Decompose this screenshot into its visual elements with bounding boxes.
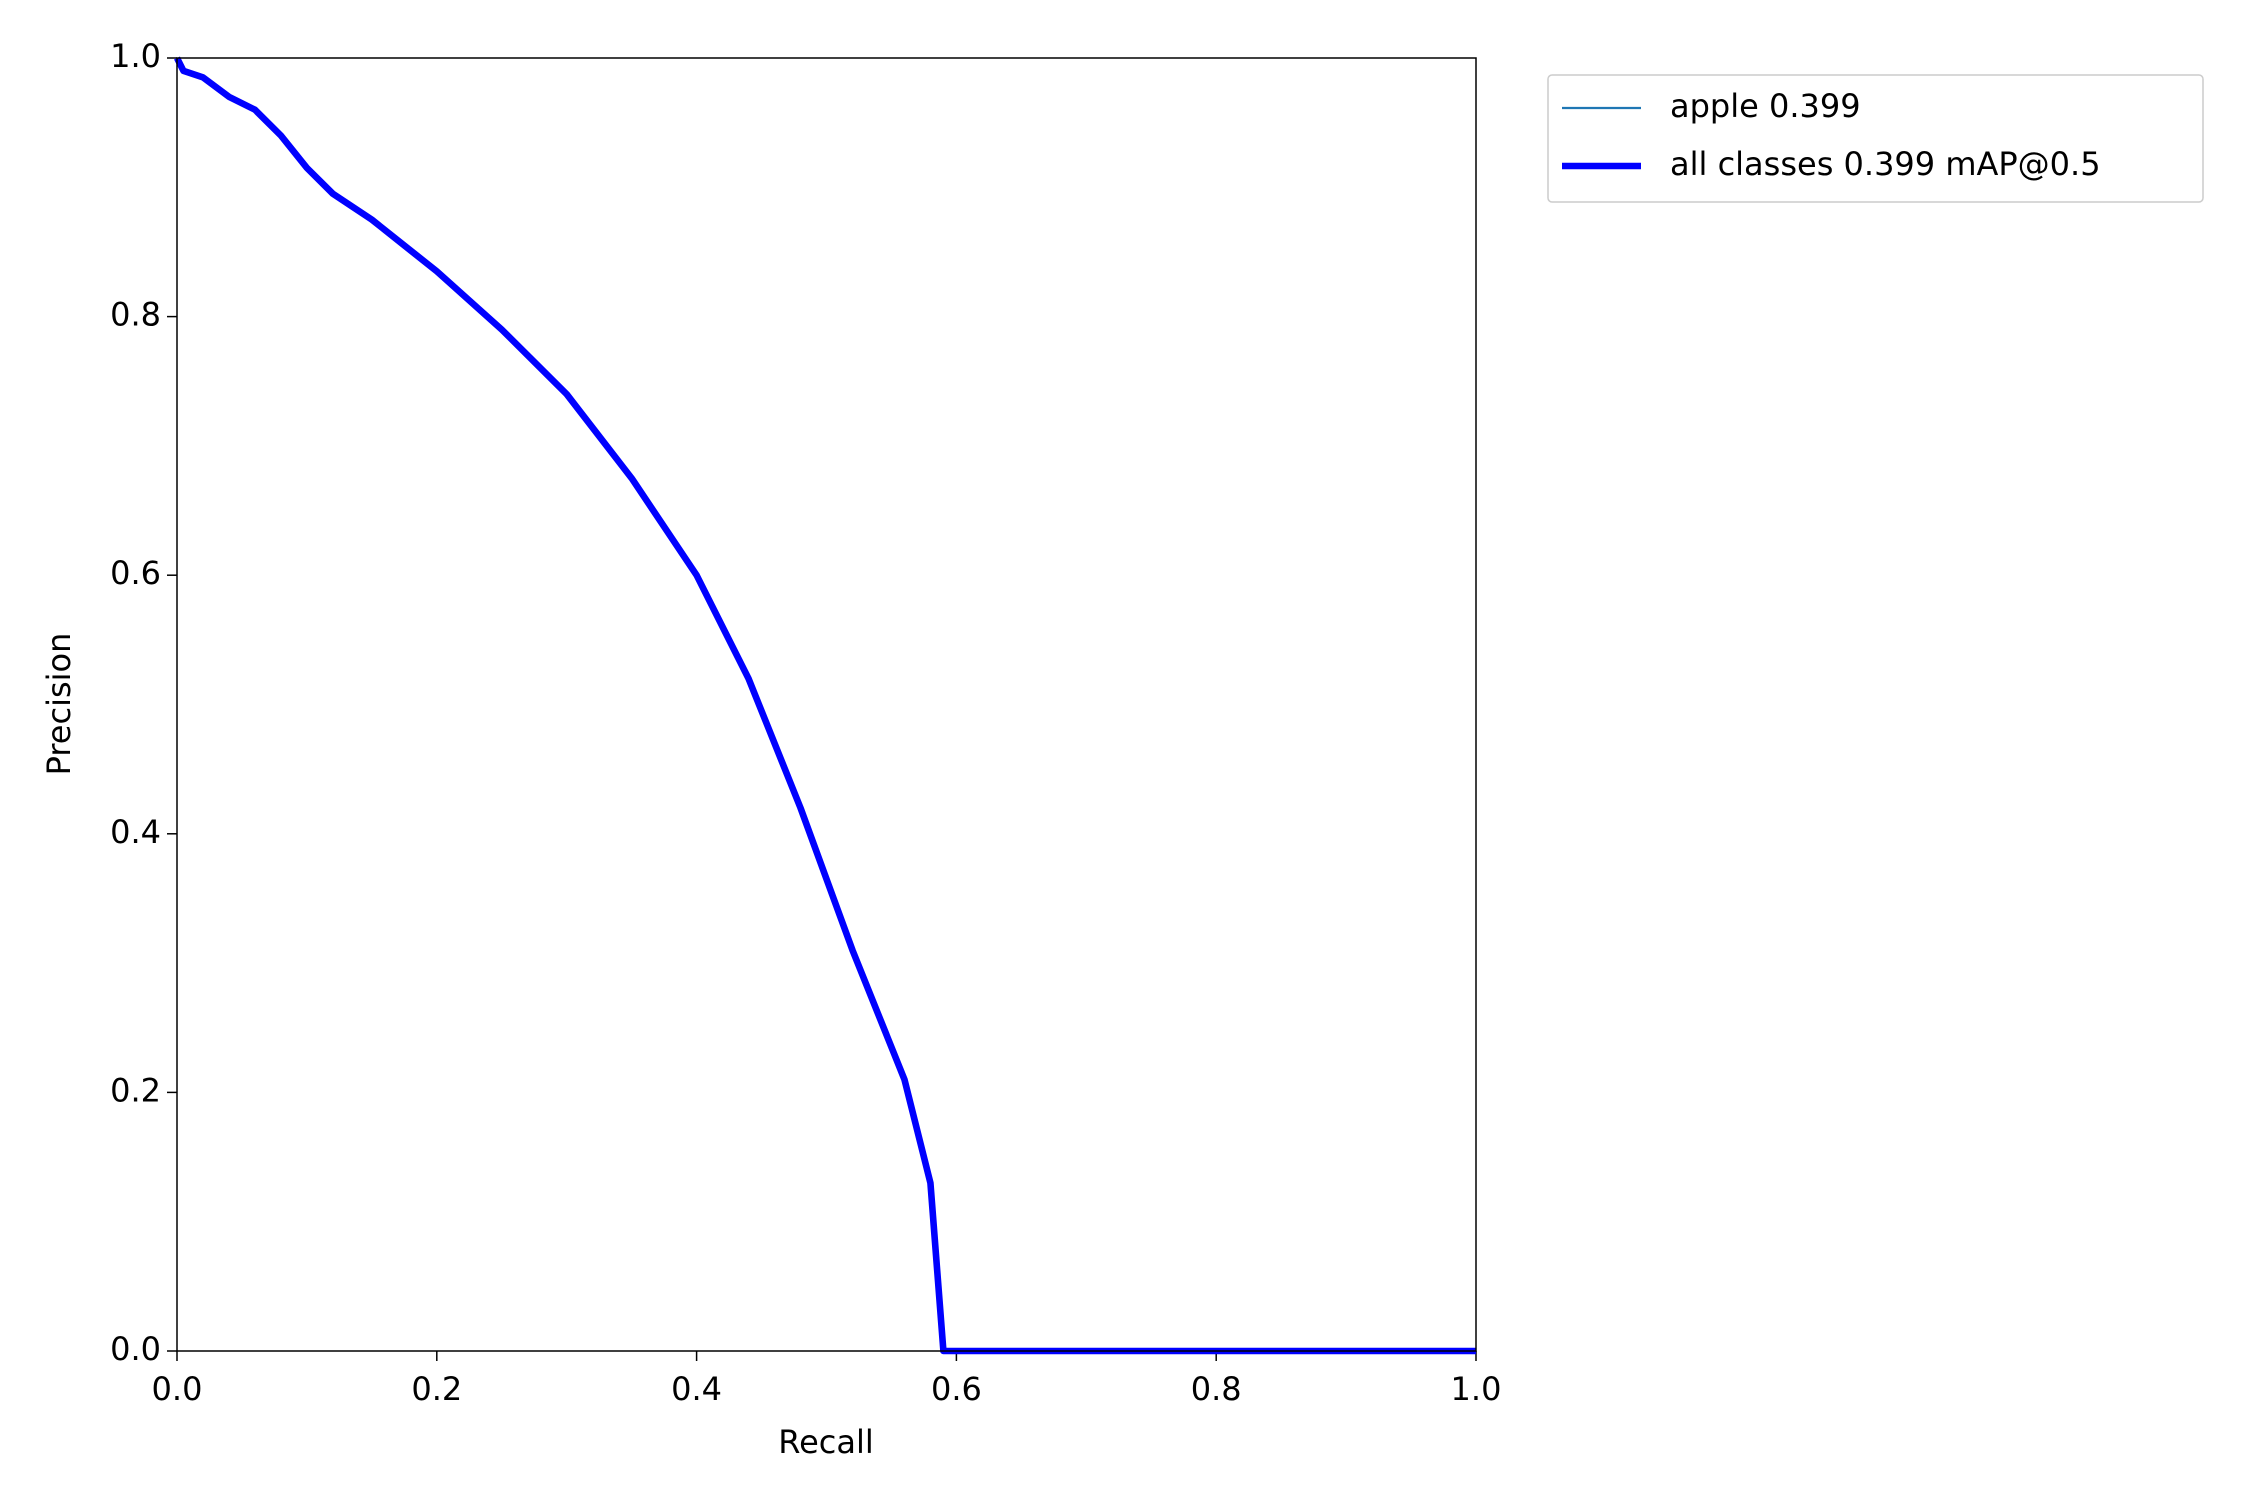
x-tick-label: 0.4	[671, 1370, 722, 1408]
x-tick-label: 0.2	[411, 1370, 462, 1408]
x-tick-label: 0.6	[931, 1370, 982, 1408]
y-tick-label: 0.2	[110, 1071, 161, 1109]
legend-label: apple 0.399	[1670, 87, 1861, 125]
y-tick-label: 0.4	[110, 813, 161, 851]
x-tick-label: 0.8	[1191, 1370, 1242, 1408]
y-tick-label: 0.8	[110, 296, 161, 334]
legend-box	[1547, 74, 2204, 203]
y-tick-label: 0.6	[110, 554, 161, 592]
x-tick-label: 0.0	[152, 1370, 203, 1408]
pr-curve	[176, 57, 1476, 1353]
plot-frame	[176, 57, 1477, 1352]
y-axis-label: Precision	[40, 633, 78, 776]
legend-label: all classes 0.399 mAP@0.5	[1670, 145, 2101, 183]
pr-curve	[174, 56, 1476, 1355]
y-tick-label: 0.0	[110, 1330, 161, 1368]
y-tick-label: 1.0	[110, 37, 161, 75]
x-axis-label: Recall	[778, 1423, 873, 1461]
x-tick-label: 1.0	[1451, 1370, 1502, 1408]
